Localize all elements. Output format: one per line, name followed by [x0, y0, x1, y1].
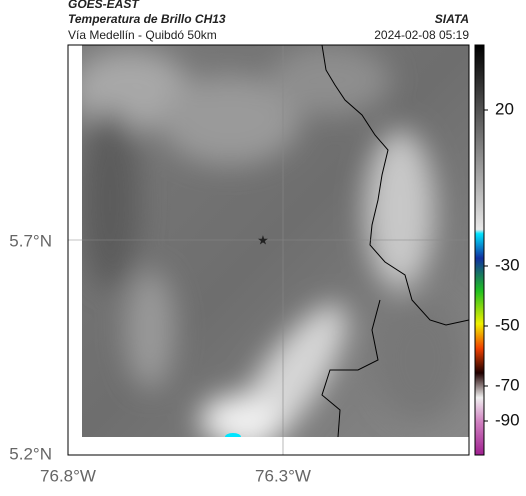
- colorbar-label: -50: [495, 315, 520, 334]
- agency: SIATA: [435, 12, 469, 26]
- colorbar-label: -90: [495, 410, 520, 429]
- colorbar-label: -70: [495, 375, 520, 394]
- lat-label: 5.7°N: [9, 231, 52, 250]
- source: GOES-EAST: [68, 0, 140, 11]
- colorbar-label: 20: [495, 99, 514, 118]
- colorbar: [474, 44, 485, 456]
- subtitle: Vía Medellín - Quibdó 50km: [68, 28, 217, 42]
- colorbar-ticks: [484, 109, 488, 422]
- lon-label: 76.3°W: [255, 466, 311, 485]
- satellite-image: [82, 45, 469, 437]
- lon-label: 76.8°W: [40, 466, 96, 485]
- location-marker: ★: [257, 232, 269, 247]
- datetime: 2024-02-08 05:19: [374, 28, 469, 42]
- colorbar-label: -30: [495, 255, 520, 274]
- title: Temperatura de Brillo CH13: [68, 12, 226, 26]
- lat-label: 5.2°N: [9, 444, 52, 463]
- map-frame: [67, 44, 470, 456]
